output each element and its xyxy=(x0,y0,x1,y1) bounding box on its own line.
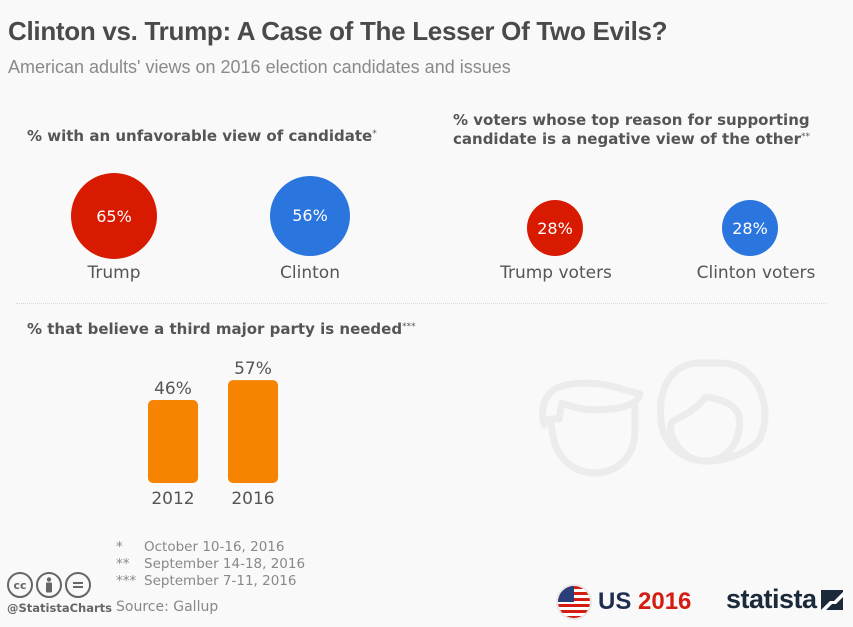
license-icons[interactable]: cc xyxy=(7,572,91,598)
trump-unfavorable-label: Trump xyxy=(87,263,141,283)
footnote-3: *** September 7-11, 2016 xyxy=(116,573,305,590)
footnote-mark: *** xyxy=(116,573,137,589)
trump-unfavorable-bubble: 65% xyxy=(71,173,157,259)
clinton-voters-label: Clinton voters xyxy=(696,263,816,283)
trump-voters-value: 28% xyxy=(537,218,573,238)
bar-2016 xyxy=(228,380,278,483)
page-title: Clinton vs. Trump: A Case of The Lesser … xyxy=(8,16,668,46)
us-flag-icon xyxy=(558,586,590,618)
male-face-icon xyxy=(539,379,644,477)
bar-category-label: 2012 xyxy=(151,489,194,509)
footnote-text: October 10-16, 2016 xyxy=(144,539,285,555)
clinton-voters-bubble: 28% xyxy=(722,200,778,256)
negative-view-title-line1: % voters whose top reason for supporting xyxy=(453,111,810,129)
trump-voters-bubble: 28% xyxy=(527,200,583,256)
footnotes: * October 10-16, 2016 ** September 14-18, … xyxy=(116,539,305,590)
section-divider xyxy=(16,303,826,304)
clinton-unfavorable-bubble: 56% xyxy=(270,176,350,256)
statista-logo-icon xyxy=(820,589,843,610)
page-subtitle: American adults' views on 2016 election … xyxy=(8,57,511,77)
source-note: Source: Gallup xyxy=(116,599,219,615)
female-face-icon xyxy=(657,359,769,465)
us2016-badge: US 2016 xyxy=(558,586,691,618)
footnote-mark: ** xyxy=(116,556,130,572)
candidate-faces-illustration xyxy=(539,359,769,477)
negative-view-section-title: % voters whose top reason for supporting… xyxy=(453,111,810,149)
no-derivatives-icon[interactable] xyxy=(65,572,91,598)
bar-value-label: 46% xyxy=(154,379,192,399)
footnote-1: * October 10-16, 2016 xyxy=(116,539,305,556)
clinton-unfavorable-label: Clinton xyxy=(280,263,340,283)
footnote-2: ** September 14-18, 2016 xyxy=(116,556,305,573)
footnote-mark: * xyxy=(372,129,377,139)
third-party-section-title: % that believe a third major party is ne… xyxy=(27,320,416,339)
footnote-mark: * xyxy=(116,539,123,555)
third-party-title-text: % that believe a third major party is ne… xyxy=(27,320,403,338)
us-label: US xyxy=(598,588,632,615)
bar-category-label: 2016 xyxy=(231,489,274,509)
statista-wordmark: statista xyxy=(726,584,817,614)
unfavorable-title-text: % with an unfavorable view of candidate xyxy=(27,127,373,145)
statista-logo[interactable]: statista xyxy=(726,584,843,615)
footnote-mark: *** xyxy=(402,322,416,332)
footnote-text: September 7-11, 2016 xyxy=(144,573,297,589)
footnote-text: September 14-18, 2016 xyxy=(144,556,306,572)
us2016-text: US 2016 xyxy=(598,588,691,616)
us-year: 2016 xyxy=(638,588,692,615)
footnote-mark: ** xyxy=(801,132,811,142)
attribution-icon[interactable] xyxy=(36,572,62,598)
cc-icon[interactable]: cc xyxy=(7,572,33,598)
third-party-bar-chart: 46% 2012 57% 2016 xyxy=(148,359,278,509)
trump-unfavorable-value: 65% xyxy=(96,206,132,226)
trump-voters-label: Trump voters xyxy=(500,263,612,283)
clinton-voters-value: 28% xyxy=(732,218,768,238)
unfavorable-section-title: % with an unfavorable view of candidate* xyxy=(27,127,377,146)
bar-2012 xyxy=(148,400,198,483)
bar-value-label: 57% xyxy=(234,359,272,379)
statista-handle[interactable]: @StatistaCharts xyxy=(7,601,112,615)
negative-view-title-line2: candidate is a negative view of the othe… xyxy=(453,130,802,148)
clinton-unfavorable-value: 56% xyxy=(292,206,328,226)
